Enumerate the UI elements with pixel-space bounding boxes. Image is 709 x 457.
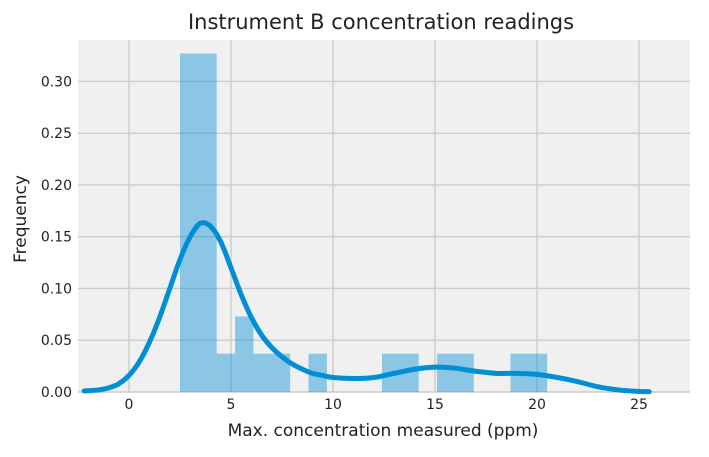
- chart-title: Instrument B concentration readings: [188, 10, 574, 34]
- x-tick-label: 5: [227, 397, 236, 413]
- y-tick-label: 0.25: [41, 126, 72, 142]
- y-tick-label: 0.20: [41, 178, 72, 194]
- x-tick-labels: 0 5 10 15 20 25: [125, 397, 648, 413]
- x-tick-label: 25: [630, 397, 648, 413]
- x-tick-label: 0: [125, 397, 134, 413]
- histogram-bar: [216, 353, 236, 392]
- y-tick-label: 0.10: [41, 281, 72, 297]
- grid: [78, 40, 690, 393]
- y-tick-label: 0.05: [41, 333, 72, 349]
- y-tick-label: 0.15: [41, 230, 72, 246]
- x-axis-label: Max. concentration measured (ppm): [228, 421, 539, 441]
- x-tick-label: 20: [528, 397, 546, 413]
- kde-curve: [81, 220, 652, 395]
- x-tick-label: 15: [426, 397, 444, 413]
- histogram-bar: [437, 353, 474, 392]
- x-tick-label: 10: [324, 397, 342, 413]
- histogram-bar: [235, 316, 254, 392]
- y-tick-labels: 0.00 0.05 0.10 0.15 0.20 0.25 0.30: [41, 74, 72, 401]
- plot-area: [78, 40, 690, 392]
- y-tick-label: 0.30: [41, 74, 72, 90]
- y-tick-label: 0.00: [41, 385, 72, 401]
- y-axis-label: Frequency: [11, 175, 31, 263]
